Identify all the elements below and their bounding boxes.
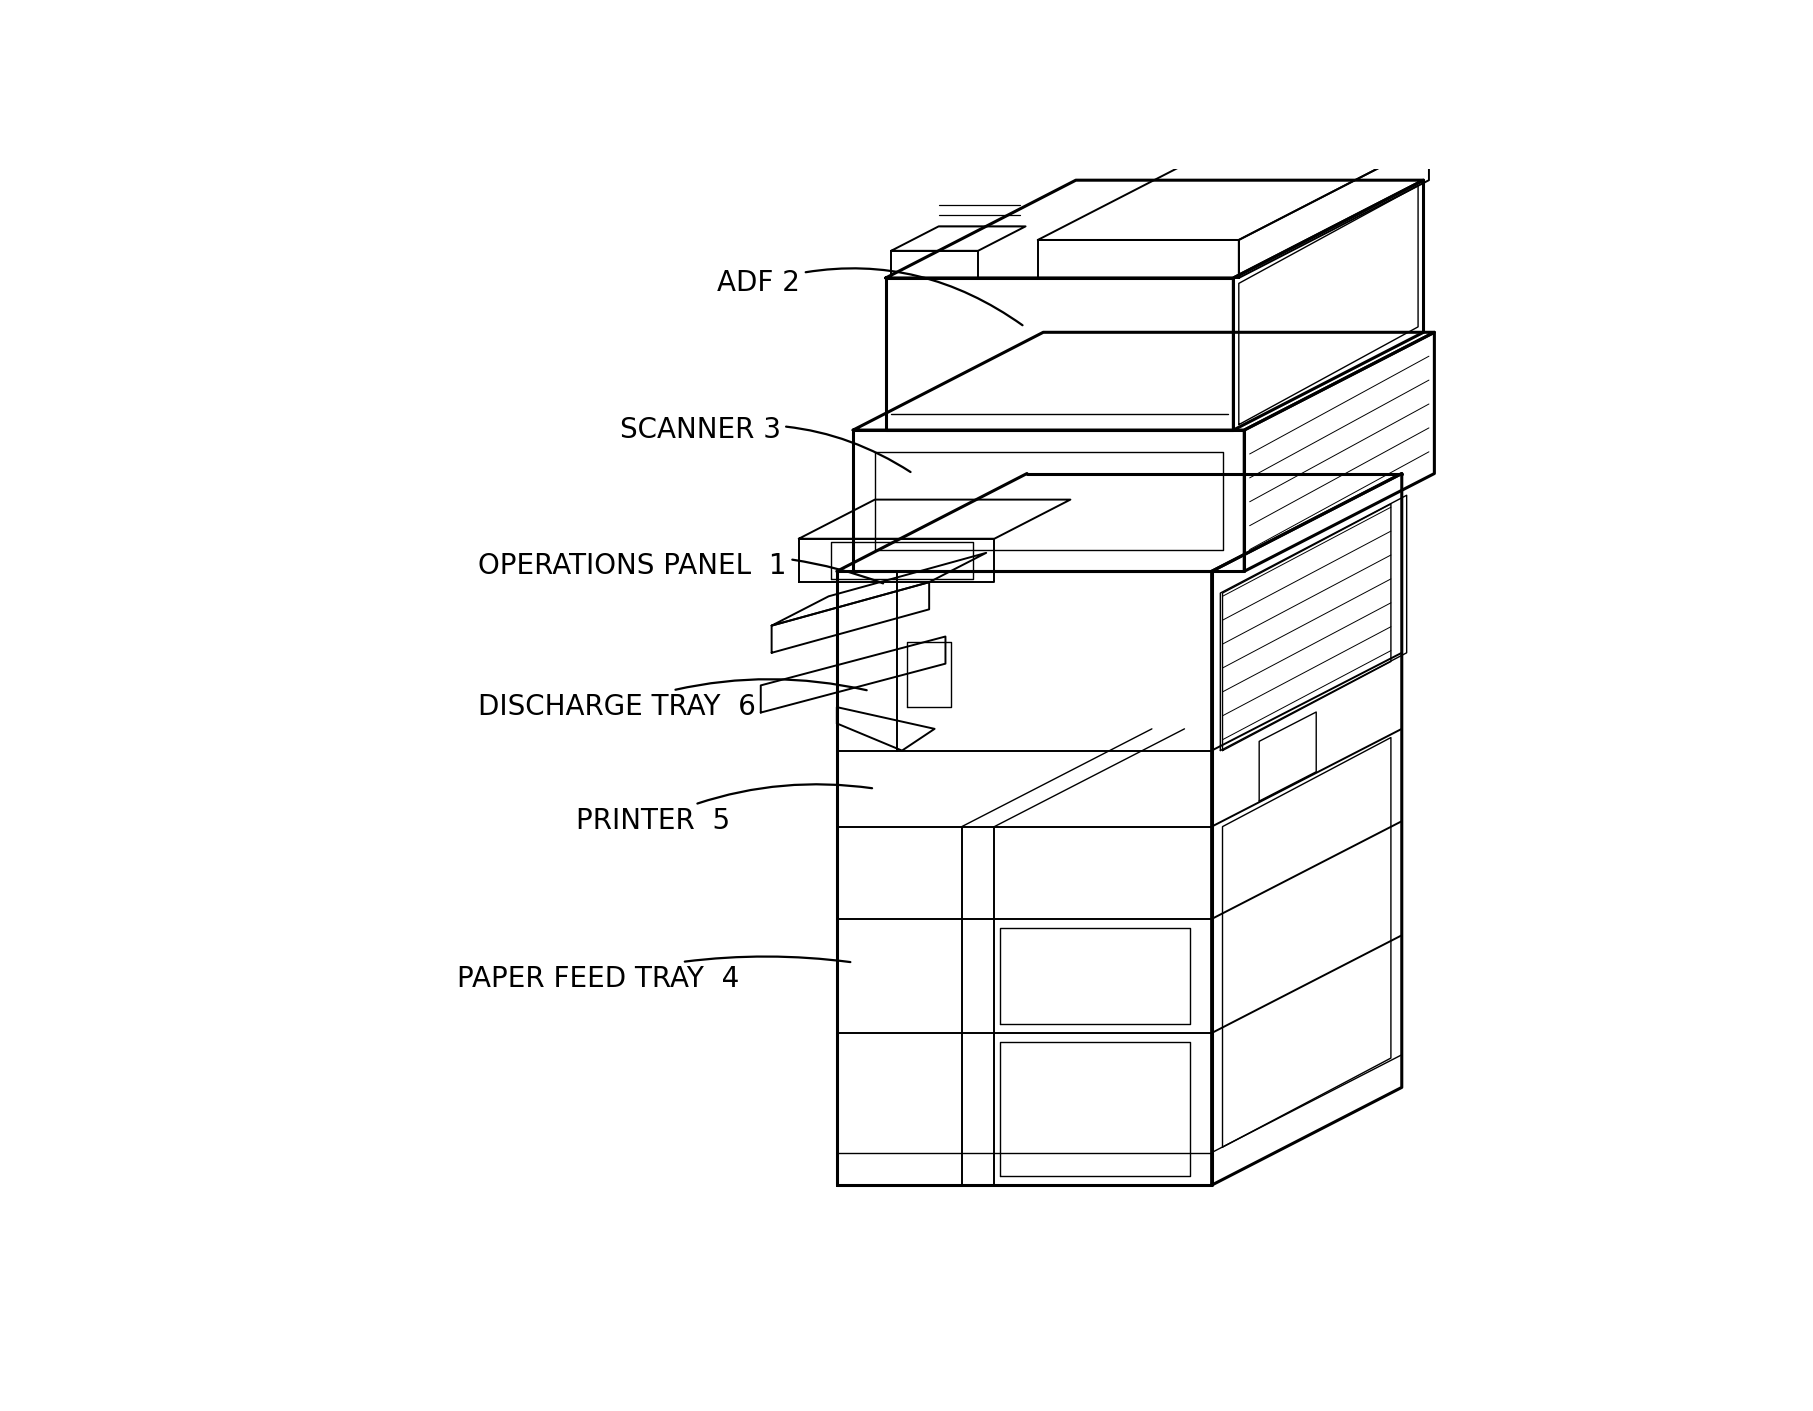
Text: ADF 2: ADF 2 xyxy=(718,268,1023,326)
Text: OPERATIONS PANEL  1: OPERATIONS PANEL 1 xyxy=(479,552,883,583)
Text: PAPER FEED TRAY  4: PAPER FEED TRAY 4 xyxy=(457,957,850,993)
Text: PRINTER  5: PRINTER 5 xyxy=(577,785,872,835)
Text: SCANNER 3: SCANNER 3 xyxy=(620,416,910,473)
Text: DISCHARGE TRAY  6: DISCHARGE TRAY 6 xyxy=(479,679,867,721)
